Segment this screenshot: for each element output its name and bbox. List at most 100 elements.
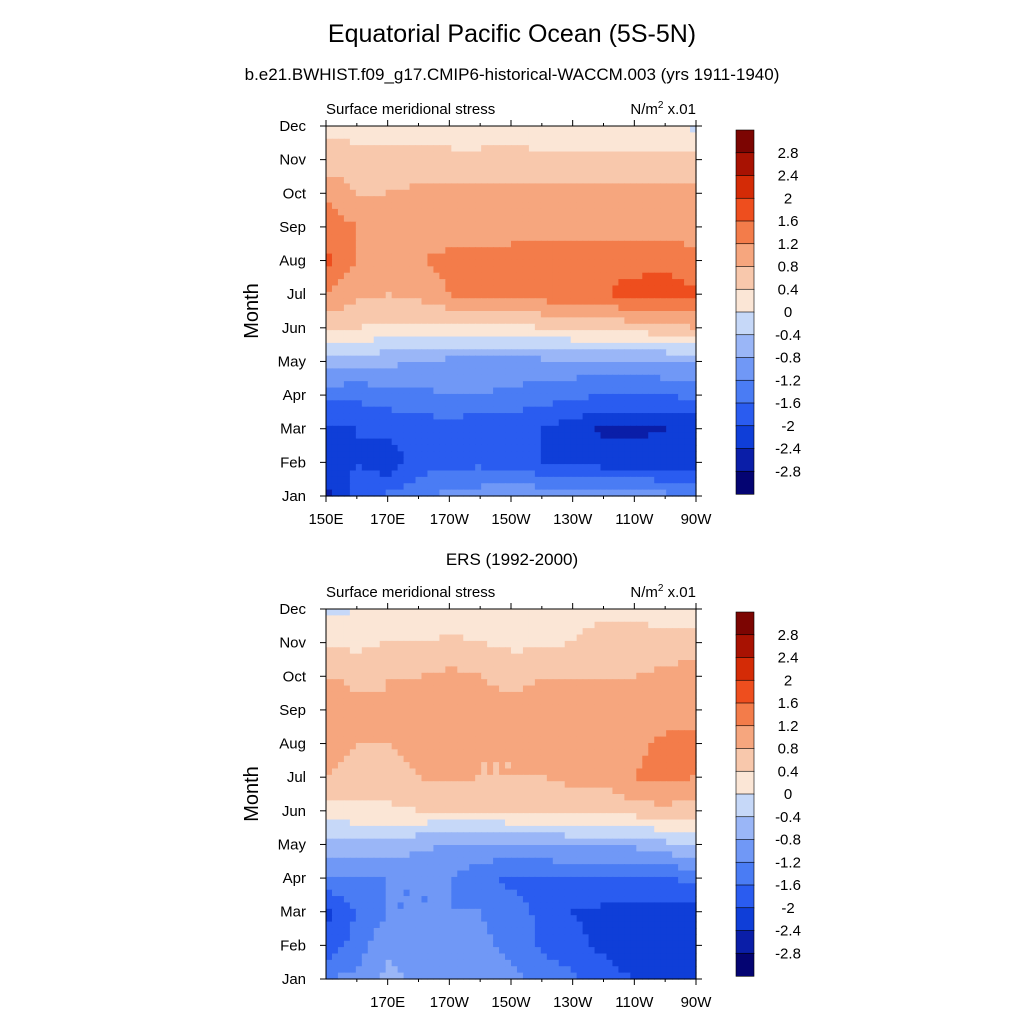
heatmap-cell xyxy=(558,349,566,357)
heatmap-cell xyxy=(588,444,596,452)
heatmap-cell xyxy=(475,730,482,738)
x-tick-label: 90W xyxy=(681,511,713,528)
heatmap-cell xyxy=(516,691,524,699)
heatmap-cell xyxy=(499,157,506,165)
heatmap-cell xyxy=(511,126,518,133)
heatmap-cell xyxy=(522,381,530,389)
heatmap-cell xyxy=(678,730,685,738)
heatmap-cell xyxy=(451,698,458,706)
heatmap-cell xyxy=(397,247,405,255)
heatmap-cell xyxy=(505,374,512,382)
heatmap-cell xyxy=(576,323,584,331)
heatmap-cell xyxy=(582,240,590,248)
heatmap-cell xyxy=(493,342,500,350)
heatmap-cell xyxy=(624,164,631,172)
heatmap-cell xyxy=(516,425,524,433)
heatmap-cell xyxy=(594,634,602,642)
heatmap-cell xyxy=(326,266,333,274)
heatmap-cell xyxy=(349,208,357,216)
heatmap-cell xyxy=(690,202,697,210)
heatmap-cell xyxy=(355,685,363,693)
heatmap-cell xyxy=(540,621,548,629)
heatmap-cell xyxy=(511,381,518,389)
heatmap-cell xyxy=(684,444,691,452)
heatmap-cell xyxy=(672,126,679,133)
heatmap-cell xyxy=(690,483,697,491)
heatmap-cell xyxy=(582,145,590,153)
heatmap-cell xyxy=(397,170,405,178)
heatmap-cell xyxy=(373,215,381,223)
heatmap-cell xyxy=(451,470,458,478)
heatmap-cell xyxy=(576,330,584,338)
heatmap-cell xyxy=(331,196,339,204)
heatmap-cell xyxy=(540,393,548,401)
heatmap-cell xyxy=(445,419,452,427)
heatmap-cell xyxy=(660,157,667,165)
heatmap-cell xyxy=(600,342,608,350)
heatmap-cell xyxy=(331,393,339,401)
heatmap-cell xyxy=(576,451,584,459)
heatmap-cell xyxy=(421,698,429,706)
heatmap-cell xyxy=(337,736,345,744)
heatmap-cell xyxy=(690,640,697,648)
heatmap-cell xyxy=(439,672,446,680)
heatmap-cell xyxy=(624,272,631,280)
heatmap-cell xyxy=(326,679,333,687)
heatmap-cell xyxy=(326,400,333,408)
heatmap-cell xyxy=(427,640,435,648)
heatmap-cell xyxy=(672,419,679,427)
heatmap-cell xyxy=(618,368,625,376)
heatmap-cell xyxy=(576,393,584,401)
heatmap-cell xyxy=(630,234,637,242)
heatmap-cell xyxy=(654,438,661,446)
heatmap-cell xyxy=(612,368,620,376)
heatmap-cell xyxy=(499,215,506,223)
heatmap-cell xyxy=(337,126,345,133)
heatmap-cell xyxy=(469,355,476,363)
heatmap-cell xyxy=(487,704,494,712)
heatmap-cell xyxy=(552,476,560,484)
heatmap-cell xyxy=(415,215,423,223)
heatmap-cell xyxy=(666,228,673,236)
heatmap-cell xyxy=(499,342,506,350)
heatmap-cell xyxy=(463,679,470,687)
heatmap-cell xyxy=(457,672,464,680)
heatmap-cell xyxy=(630,438,637,446)
heatmap-cell xyxy=(540,145,548,153)
heatmap-cell xyxy=(451,444,458,452)
heatmap-cell xyxy=(326,425,333,433)
heatmap-cell xyxy=(648,342,655,350)
heatmap-cell xyxy=(648,660,655,668)
heatmap-cell xyxy=(505,240,512,248)
heatmap-cell xyxy=(475,247,482,255)
heatmap-cell xyxy=(624,362,631,370)
heatmap-cell xyxy=(570,451,578,459)
heatmap-cell xyxy=(367,349,375,357)
heatmap-cell xyxy=(457,419,464,427)
heatmap-cell xyxy=(415,489,423,497)
heatmap-cell xyxy=(409,342,417,350)
heatmap-cell xyxy=(516,342,524,350)
heatmap-cell xyxy=(594,259,602,267)
heatmap-cell xyxy=(570,489,578,497)
heatmap-cell xyxy=(391,285,399,293)
heatmap-cell xyxy=(511,432,518,440)
heatmap-cell xyxy=(349,170,357,178)
heatmap-cell xyxy=(588,183,596,191)
heatmap-cell xyxy=(433,298,440,306)
heatmap-cell xyxy=(361,393,369,401)
heatmap-cell xyxy=(487,628,494,636)
heatmap-cell xyxy=(558,374,566,382)
heatmap-cell xyxy=(403,647,411,655)
heatmap-cell xyxy=(660,240,667,248)
heatmap-cell xyxy=(337,679,345,687)
heatmap-cell xyxy=(469,660,476,668)
heatmap-cell xyxy=(678,628,685,636)
heatmap-cell xyxy=(612,381,620,389)
heatmap-cell xyxy=(337,368,345,376)
heatmap-cell xyxy=(385,247,393,255)
heatmap-cell xyxy=(409,730,417,738)
heatmap-cell xyxy=(654,132,661,140)
heatmap-cell xyxy=(397,413,405,421)
heatmap-cell xyxy=(355,323,363,331)
